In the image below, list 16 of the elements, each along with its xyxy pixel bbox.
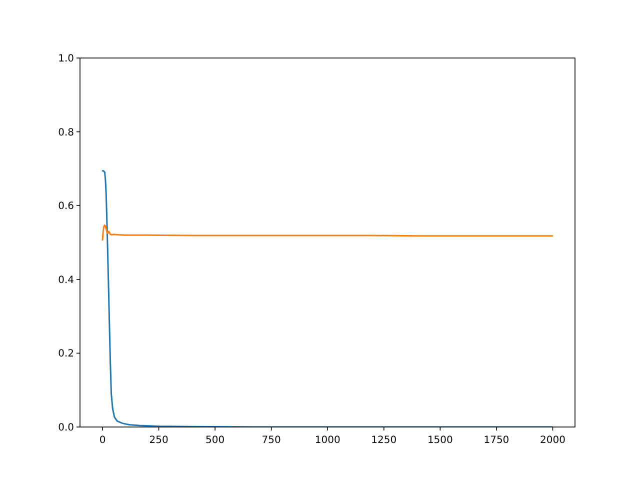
x-tick-label: 1250 (371, 435, 397, 446)
y-tick-label: 0.8 (58, 127, 74, 138)
x-tick-label: 2000 (540, 435, 566, 446)
y-tick-label: 0.4 (58, 274, 74, 286)
x-tick-label: 500 (206, 435, 225, 446)
y-tick-label: 0.2 (58, 348, 74, 360)
y-tick-label: 0.0 (58, 422, 74, 434)
y-tick-label: 1.0 (58, 54, 74, 64)
x-tick-label: 1000 (314, 435, 340, 446)
x-tick-label: 750 (262, 435, 281, 446)
line-series (102, 224, 554, 241)
y-tick-label: 0.6 (58, 201, 74, 212)
x-tick-label: 1500 (427, 435, 453, 446)
x-tick-label: 250 (149, 435, 168, 446)
x-tick-label: 1750 (484, 435, 510, 446)
x-tick-label: 0 (99, 435, 106, 446)
